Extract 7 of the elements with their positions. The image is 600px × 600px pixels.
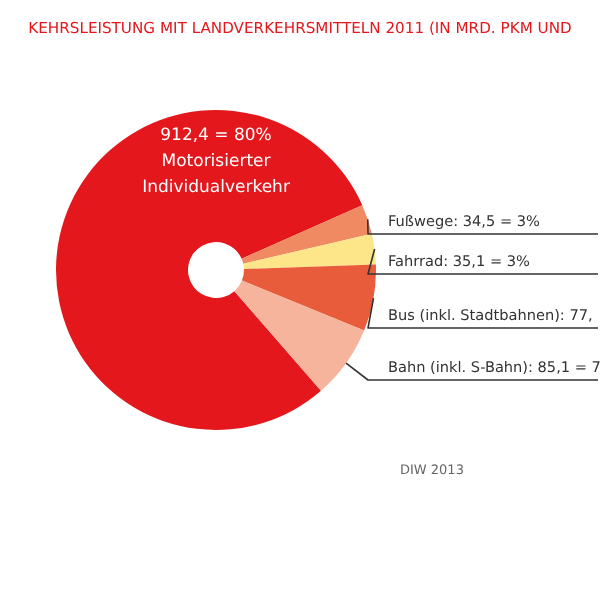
- donut-slice: [241, 205, 372, 264]
- slice-label: Motorisierter Individualverkehr: [142, 152, 291, 198]
- data-label: 912,4 = 80%: [160, 126, 272, 146]
- donut-slice: [241, 264, 376, 331]
- donut-slice: [234, 280, 365, 391]
- donut-slice: [56, 110, 363, 430]
- donut-slice: [243, 233, 376, 270]
